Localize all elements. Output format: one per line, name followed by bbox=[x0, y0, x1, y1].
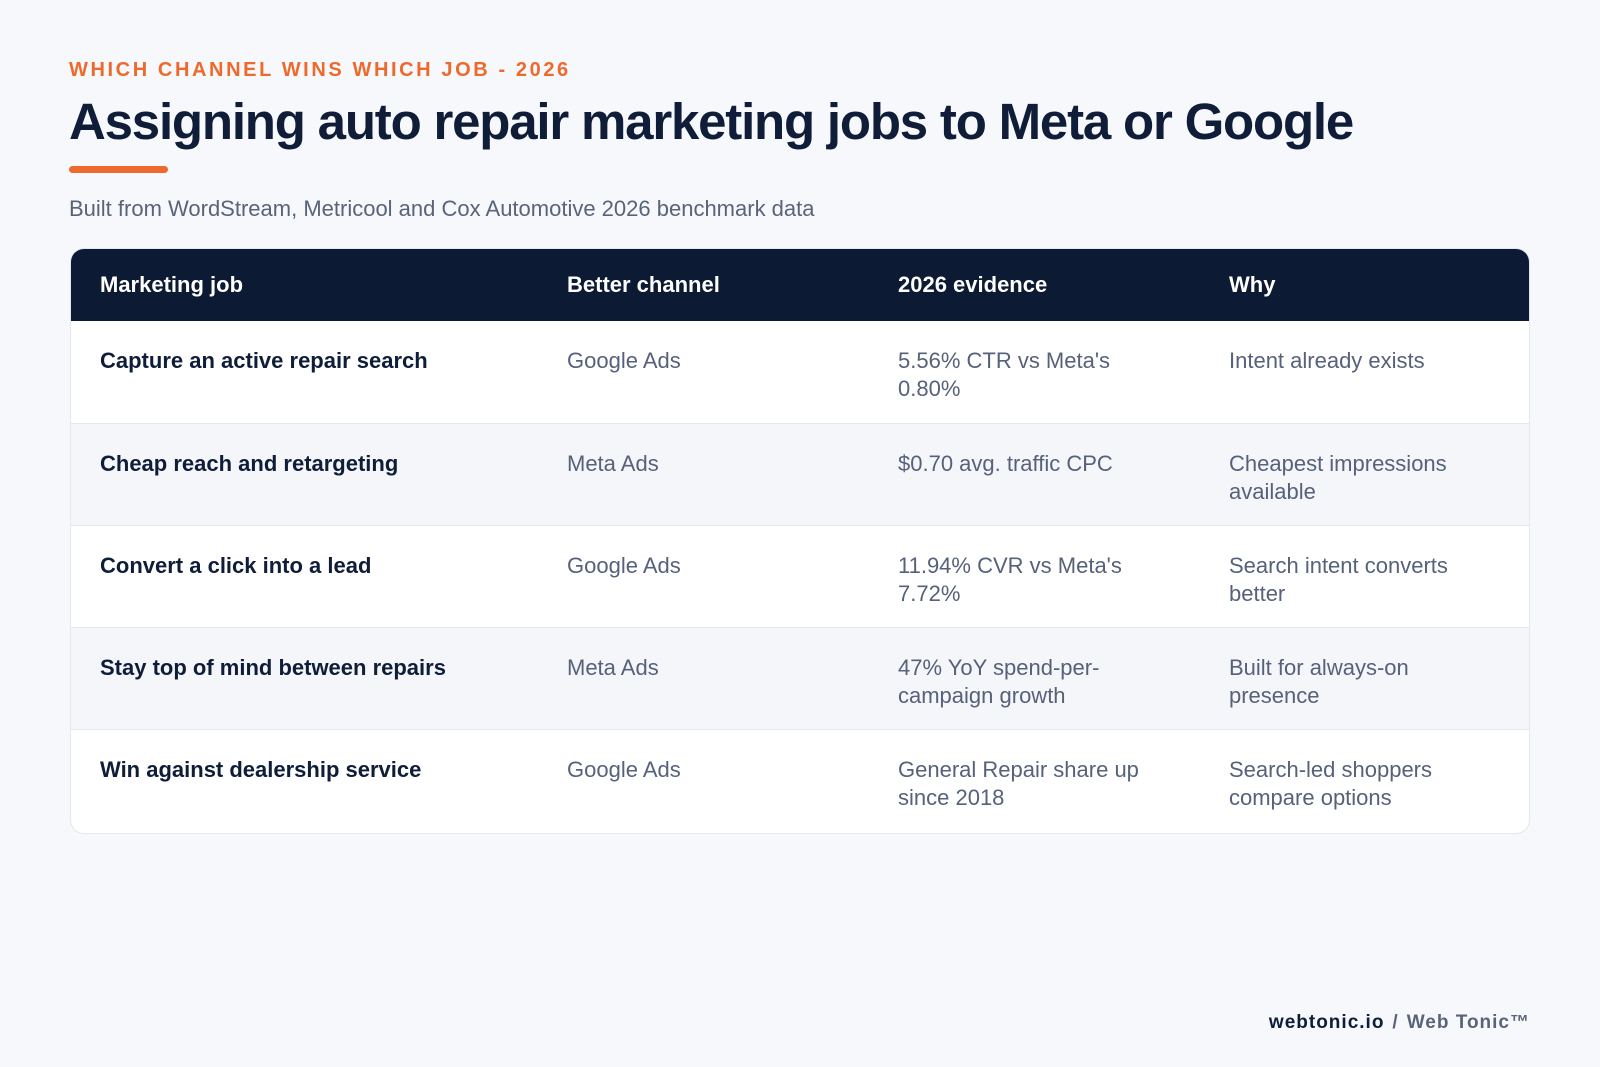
column-header-why: Why bbox=[1229, 272, 1276, 297]
evidence-cell: 5.56% CTR vs Meta's 0.80% bbox=[898, 348, 1111, 401]
column-header-evidence: 2026 evidence bbox=[898, 272, 1048, 297]
why-cell: Intent already exists bbox=[1229, 348, 1425, 373]
channel-cell: Meta Ads bbox=[567, 655, 659, 680]
marketing-job-cell: Cheap reach and retargeting bbox=[100, 451, 399, 476]
channel-cell: Google Ads bbox=[567, 348, 681, 373]
channel-cell: Meta Ads bbox=[567, 451, 659, 476]
page-title: Assigning auto repair marketing jobs to … bbox=[69, 93, 1354, 150]
why-cell: Search-led shoppers compare options bbox=[1229, 757, 1433, 810]
marketing-job-cell: Convert a click into a lead bbox=[100, 553, 372, 578]
marketing-job-cell: Stay top of mind between repairs bbox=[100, 655, 446, 680]
marketing-job-cell: Win against dealership service bbox=[100, 757, 422, 782]
footer-brand: Web Tonic™ bbox=[1406, 1012, 1530, 1033]
footer-separator: / bbox=[1392, 1012, 1399, 1033]
table-body: Capture an active repair search Google A… bbox=[71, 321, 1529, 831]
evidence-cell: 11.94% CVR vs Meta's 7.72% bbox=[898, 553, 1122, 606]
channel-cell: Google Ads bbox=[567, 757, 681, 782]
table-row: Stay top of mind between repairs Meta Ad… bbox=[71, 627, 1529, 729]
title-underline bbox=[69, 166, 168, 173]
table-row: Capture an active repair search Google A… bbox=[71, 321, 1529, 423]
column-header-better-channel: Better channel bbox=[567, 272, 720, 297]
why-cell: Search intent converts better bbox=[1229, 553, 1448, 606]
evidence-cell: General Repair share up since 2018 bbox=[898, 757, 1139, 810]
table-row: Win against dealership service Google Ad… bbox=[71, 729, 1529, 831]
marketing-job-cell: Capture an active repair search bbox=[100, 348, 428, 373]
table-header: Marketing job Better channel 2026 eviden… bbox=[71, 249, 1529, 321]
channel-cell: Google Ads bbox=[567, 553, 681, 578]
evidence-cell: $0.70 avg. traffic CPC bbox=[898, 451, 1113, 476]
comparison-table: Marketing job Better channel 2026 eviden… bbox=[70, 248, 1530, 834]
table-row: Convert a click into a lead Google Ads 1… bbox=[71, 525, 1529, 627]
eyebrow-label: WHICH CHANNEL WINS WHICH JOB - 2026 bbox=[69, 59, 571, 81]
why-cell: Cheapest impressions available bbox=[1229, 451, 1447, 504]
table-row: Cheap reach and retargeting Meta Ads $0.… bbox=[71, 423, 1529, 525]
footer-domain: webtonic.io bbox=[1268, 1012, 1385, 1033]
why-cell: Built for always-on presence bbox=[1229, 655, 1409, 708]
footer-credit: webtonic.io / Web Tonic™ bbox=[1269, 1012, 1530, 1034]
page-subtitle: Built from WordStream, Metricool and Cox… bbox=[69, 196, 815, 221]
evidence-cell: 47% YoY spend-per-campaign growth bbox=[898, 655, 1100, 708]
column-header-marketing-job: Marketing job bbox=[100, 272, 244, 297]
